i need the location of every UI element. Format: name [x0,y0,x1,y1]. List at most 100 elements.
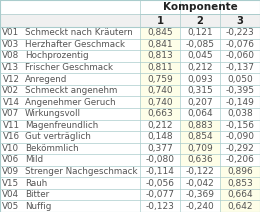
Bar [140,177,180,189]
Bar [140,85,180,96]
Text: -0,137: -0,137 [225,63,255,72]
Text: Rauh: Rauh [25,179,47,188]
Text: 0,121: 0,121 [187,28,213,37]
Bar [0,39,140,50]
Text: Hochprozentig: Hochprozentig [25,51,89,60]
Text: 0,896: 0,896 [227,167,253,176]
Bar [0,154,140,166]
Bar [180,96,220,108]
Bar [220,39,260,50]
Bar [180,62,220,73]
Text: 0,212: 0,212 [147,121,173,130]
Bar [140,131,180,143]
Text: 0,740: 0,740 [147,98,173,107]
Bar [140,166,180,177]
Bar [180,39,220,50]
Text: Schmeckt nach Kräutern: Schmeckt nach Kräutern [25,28,133,37]
Text: Wirkungsvoll: Wirkungsvoll [25,109,81,118]
Bar [140,200,180,212]
Text: V03: V03 [2,40,20,49]
Text: Komponente: Komponente [162,2,237,12]
Bar [220,108,260,120]
Text: -0,223: -0,223 [226,28,254,37]
Bar [180,177,220,189]
Bar [220,143,260,154]
Text: V01: V01 [2,28,20,37]
Text: 3: 3 [237,15,243,25]
Text: 0,093: 0,093 [187,75,213,84]
Text: V15: V15 [2,179,20,188]
Text: -0,292: -0,292 [226,144,254,153]
Bar [140,50,180,62]
Bar [180,108,220,120]
Bar [0,166,140,177]
Bar [180,166,220,177]
Bar [220,50,260,62]
Text: V05: V05 [2,202,20,211]
Bar [180,143,220,154]
Bar [0,27,140,39]
Text: 2: 2 [197,15,203,25]
Text: 0,663: 0,663 [147,109,173,118]
Text: V09: V09 [2,167,20,176]
Bar [0,120,140,131]
Text: 0,854: 0,854 [187,132,213,141]
Bar [180,120,220,131]
Text: 0,740: 0,740 [147,86,173,95]
Bar [0,200,140,212]
Text: Bekömmlich: Bekömmlich [25,144,79,153]
Bar [140,154,180,166]
Text: -0,056: -0,056 [146,179,174,188]
Bar [140,189,180,200]
Text: -0,085: -0,085 [185,40,214,49]
Text: 0,883: 0,883 [187,121,213,130]
Bar [0,143,140,154]
Text: 0,811: 0,811 [147,63,173,72]
Bar [140,108,180,120]
Text: 0,064: 0,064 [187,109,213,118]
Text: 0,759: 0,759 [147,75,173,84]
Text: Herzhafter Geschmack: Herzhafter Geschmack [25,40,125,49]
Text: 0,212: 0,212 [187,63,213,72]
Bar [180,131,220,143]
Bar [0,50,140,62]
Text: 0,377: 0,377 [147,144,173,153]
Bar [220,154,260,166]
Text: 0,148: 0,148 [147,132,173,141]
Text: Bitter: Bitter [25,190,49,199]
Text: 0,045: 0,045 [187,51,213,60]
Bar [220,120,260,131]
Bar [220,177,260,189]
Text: -0,077: -0,077 [146,190,174,199]
Text: Schmeckt angenehm: Schmeckt angenehm [25,86,117,95]
Bar [0,177,140,189]
Text: V14: V14 [3,98,20,107]
Text: -0,114: -0,114 [146,167,174,176]
Text: Magenfreundlich: Magenfreundlich [25,121,98,130]
Text: V12: V12 [3,75,20,84]
Text: V04: V04 [2,190,20,199]
Bar [220,189,260,200]
Bar [220,85,260,96]
Bar [0,131,140,143]
Bar [140,96,180,108]
Text: -0,060: -0,060 [225,51,255,60]
Bar [140,143,180,154]
Text: V11: V11 [3,121,20,130]
Text: -0,395: -0,395 [225,86,255,95]
Text: Mild: Mild [25,155,43,165]
Text: 0,664: 0,664 [227,190,253,199]
Bar [180,189,220,200]
Text: 0,207: 0,207 [187,98,213,107]
Bar [0,189,140,200]
Bar [220,73,260,85]
Text: 0,038: 0,038 [227,109,253,118]
Bar [180,200,220,212]
Text: V10: V10 [2,144,20,153]
Text: V06: V06 [2,155,20,165]
Bar [180,85,220,96]
Text: 0,841: 0,841 [147,40,173,49]
Text: V02: V02 [2,86,20,95]
Bar [0,73,140,85]
Bar [0,85,140,96]
